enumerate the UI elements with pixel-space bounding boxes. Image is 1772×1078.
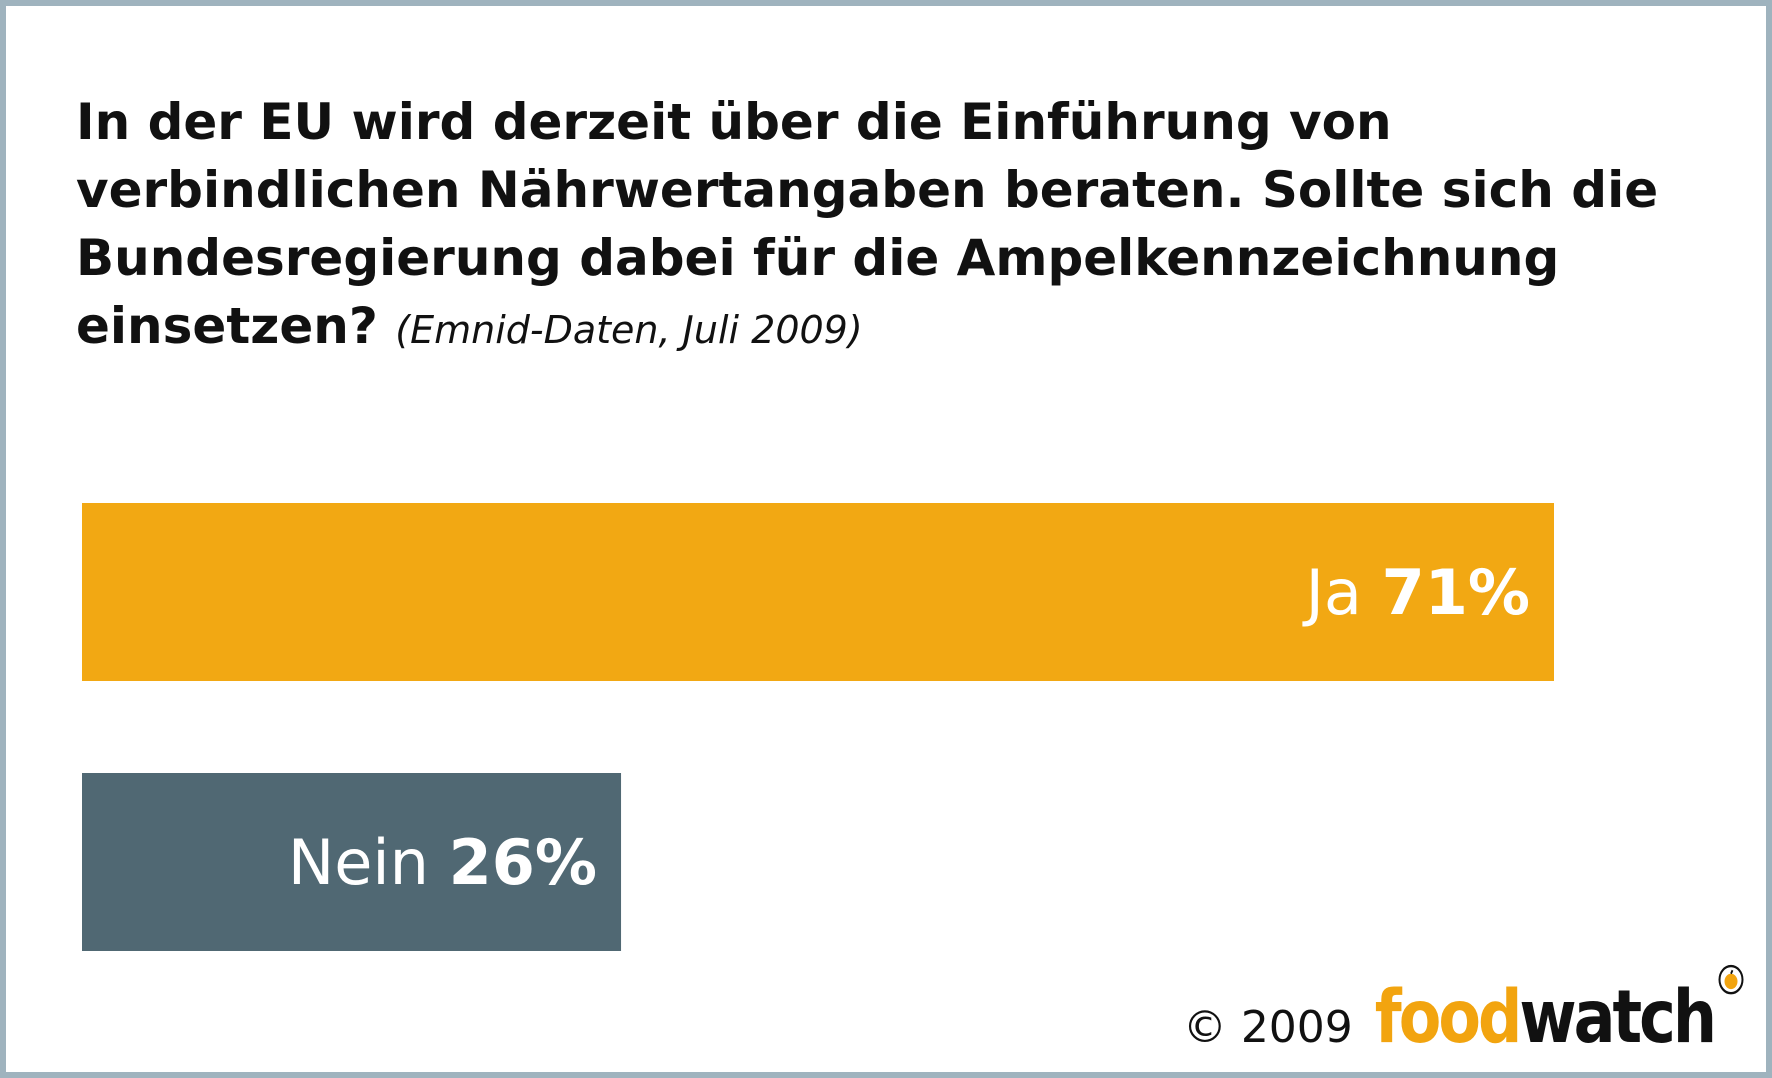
chart-title-text: In der EU wird derzeit über die Einführu… — [76, 93, 1659, 355]
chart-subtitle: (Emnid-Daten, Juli 2009) — [395, 308, 863, 352]
bar-label-ja: Ja 71% — [1302, 556, 1530, 629]
bar-ja — [82, 503, 1554, 681]
foodwatch-logo: foodwatch — [1375, 964, 1744, 1054]
copyright-notice: © 2009 — [1182, 1002, 1353, 1053]
bar-label-nein: Nein 26% — [288, 826, 597, 899]
logo-text-watch: watch — [1519, 973, 1717, 1060]
bar-nein — [82, 773, 622, 951]
logo-fruit-icon — [1718, 964, 1744, 995]
chart-title: In der EU wird derzeit über die Einführu… — [76, 88, 1716, 364]
logo-text-food: food — [1374, 973, 1523, 1060]
category-label: Nein — [288, 826, 449, 899]
value-label: 26% — [449, 826, 597, 899]
category-label: Ja — [1302, 556, 1382, 629]
value-label: 71% — [1382, 556, 1530, 629]
footer: © 2009 foodwatch — [1182, 964, 1744, 1054]
